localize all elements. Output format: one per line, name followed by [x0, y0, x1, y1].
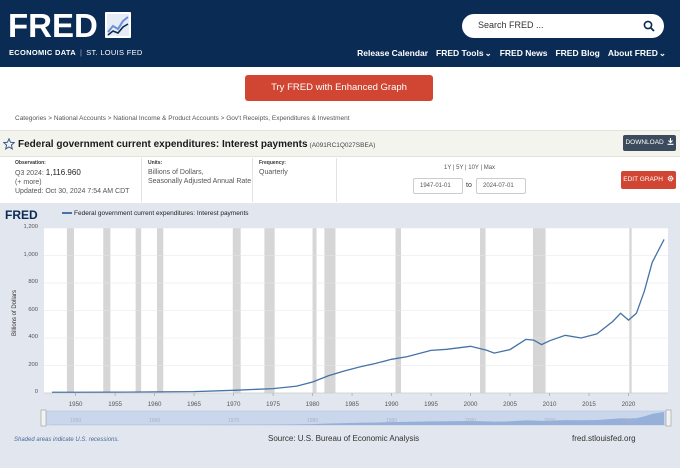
legend-label: Federal government current expenditures:…: [74, 210, 249, 217]
enhanced-accessibility-button[interactable]: Try FRED with Enhanced Graph Accessibili…: [245, 75, 433, 119]
x-tick-label: 1960: [147, 401, 162, 408]
nav-item-fred-tools[interactable]: FRED Tools: [436, 48, 484, 58]
logo-subtitle: ECONOMIC DATA | ST. LOUIS FED: [9, 48, 143, 57]
divider: [252, 158, 253, 202]
line-chart[interactable]: [0, 203, 680, 468]
navigator-tick-label: 1970: [228, 418, 240, 424]
logo-wordmark: FRED: [8, 7, 98, 44]
updated-timestamp: Updated: Oct 30, 2024 7:54 AM CDT: [15, 188, 130, 195]
chart-panel: FRED Federal government current expendit…: [0, 203, 680, 468]
series-line: [51, 239, 665, 393]
site-header: FRED ECONOMIC DATA | ST. LOUIS FED Search …: [0, 0, 680, 67]
navigator-tick-label: 2010: [543, 418, 556, 424]
x-tick-label: 1970: [226, 401, 241, 408]
x-tick-label: 2000: [463, 401, 478, 408]
observation-value: 1,116.960: [45, 168, 81, 177]
x-tick-label: 1985: [345, 401, 359, 408]
start-date-input[interactable]: 1947-01-01: [413, 178, 463, 194]
x-tick-label: 2010: [542, 401, 557, 408]
chart-logo-icon: [105, 12, 132, 38]
series-title-bar: Federal government current expenditures:…: [0, 130, 680, 157]
navigator-handle-left[interactable]: [40, 409, 47, 427]
search-box[interactable]: Search FRED ...: [462, 14, 664, 38]
search-icon[interactable]: [643, 20, 655, 32]
recession-note: Shaded areas indicate U.S. recessions.: [14, 437, 120, 443]
chevron-down-icon[interactable]: ⌄: [658, 48, 666, 58]
y-tick-label: 600: [28, 306, 38, 313]
navigator-area: [51, 412, 665, 425]
nav-item-release-calendar[interactable]: Release Calendar: [357, 48, 429, 58]
nav-item-fred-blog[interactable]: FRED Blog: [555, 48, 600, 58]
y-tick-label: 1,200: [23, 224, 38, 230]
chevron-down-icon[interactable]: ⌄: [484, 48, 492, 58]
navigator-tick-label: 1950: [70, 418, 82, 424]
x-tick-label: 1980: [305, 401, 320, 408]
nav-item-fred-news[interactable]: FRED News: [499, 48, 548, 58]
y-tick-label: 0: [34, 389, 38, 395]
x-tick-label: 1990: [384, 401, 399, 408]
x-tick-label: 1995: [424, 401, 438, 408]
source-credit[interactable]: Source: U.S. Bureau of Economic Analysis: [268, 434, 420, 443]
divider: [336, 158, 337, 202]
navigator-handle-right[interactable]: [665, 409, 672, 427]
date-range-links[interactable]: 1Y | 5Y | 10Y | Max: [444, 165, 496, 171]
y-tick-label: 1,000: [23, 251, 38, 258]
navigator-tick-label: 1990: [385, 418, 398, 424]
x-tick-label: 2005: [503, 401, 517, 408]
x-tick-label: 1975: [266, 401, 280, 408]
x-tick-label: 2015: [582, 401, 596, 408]
nav-item-about-fred[interactable]: About FRED: [607, 48, 658, 58]
chart-legend: Federal government current expenditures:…: [62, 210, 249, 217]
y-tick-label: 800: [28, 279, 38, 285]
observation-block: Observation: Q3 2024: 1,116.960 (+ more)…: [15, 160, 130, 195]
series-id: (A091RC1Q027SBEA): [309, 142, 376, 149]
download-icon: [667, 138, 674, 145]
more-link[interactable]: (+ more): [15, 179, 42, 186]
navigator-tick-label: 2020: [622, 418, 635, 424]
navigator-tick-label: 1960: [149, 418, 161, 424]
navigator-tick-label: 1980: [306, 418, 319, 424]
frequency-block: Frequency: Quarterly: [259, 160, 288, 176]
y-tick-label: 400: [28, 334, 38, 340]
legend-swatch: [62, 212, 72, 215]
divider: [141, 158, 142, 202]
download-button[interactable]: DOWNLOAD: [623, 135, 676, 151]
x-tick-label: 1955: [108, 401, 122, 408]
y-tick-label: 200: [28, 361, 38, 368]
x-tick-label: 2020: [621, 401, 636, 408]
site-url[interactable]: fred.stlouisfed.org: [572, 434, 636, 443]
main-nav: Release Calendar FRED Tools ⌄ FRED News FRED…: [357, 48, 666, 59]
star-icon[interactable]: [3, 138, 15, 150]
x-tick-label: 1950: [68, 401, 83, 408]
end-date-input[interactable]: 2024-07-01: [476, 178, 526, 194]
date-to-label: to: [466, 182, 472, 189]
units-block: Units: Billions of Dollars, Seasonally A…: [148, 160, 252, 185]
y-axis-label: Billions of Dollars: [12, 289, 18, 337]
edit-graph-button[interactable]: EDIT GRAPH: [621, 171, 676, 189]
fred-logo[interactable]: FRED ECONOMIC DATA | ST. LOUIS FED: [8, 7, 142, 58]
gear-icon: [667, 175, 674, 182]
chart-fred-logo: FRED: [5, 208, 38, 222]
breadcrumb[interactable]: Categories > National Accounts > Nationa…: [15, 115, 350, 122]
search-input[interactable]: Search FRED ...: [478, 20, 544, 30]
series-title: Federal government current expenditures:…: [18, 139, 376, 150]
x-tick-label: 1965: [187, 401, 201, 408]
navigator-tick-label: 2000: [464, 418, 477, 424]
